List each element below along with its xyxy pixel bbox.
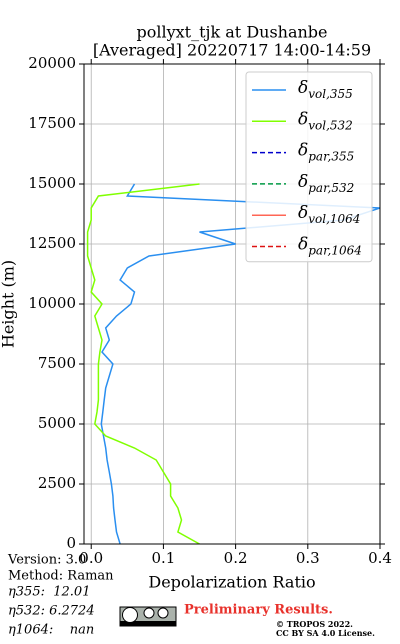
y-tick-label: 10000: [28, 294, 76, 312]
legend-label: δpar,1064: [298, 234, 362, 257]
y-tick-label: 20000: [28, 54, 76, 72]
info-text: η532: 6.2724: [8, 604, 95, 619]
chart-title: pollyxt_tjk at Dushanbe: [136, 23, 327, 42]
y-tick-label: 15000: [28, 174, 76, 192]
x-axis-label: Depolarization Ratio: [148, 573, 315, 592]
cc-logo: [119, 606, 177, 627]
legend-label: δvol,1064: [298, 203, 360, 226]
profile-line: [86, 183, 200, 544]
x-tick-label: 0.1: [151, 549, 175, 567]
x-tick-label: 0.0: [79, 549, 103, 567]
info-text: Version: 3.0: [7, 553, 86, 568]
x-tick-label: 0.2: [224, 549, 248, 567]
copyright: © TROPOS 2022.: [276, 619, 353, 629]
y-tick-label: 0: [66, 534, 76, 552]
x-tick-label: 0.3: [296, 549, 320, 567]
legend-label: δpar,532: [298, 171, 354, 194]
copyright: CC BY SA 4.0 License.: [276, 628, 375, 638]
y-tick-label: 5000: [38, 414, 76, 432]
legend-label: δvol,532: [298, 109, 353, 132]
y-tick-label: 17500: [28, 114, 76, 132]
profile-line: [100, 183, 380, 544]
plot-frame: [83, 63, 381, 545]
info-text: Method: Raman: [8, 569, 114, 584]
y-tick-label: 12500: [28, 234, 76, 252]
legend-label: δvol,355: [298, 78, 353, 101]
legend-label: δpar,355: [298, 140, 354, 163]
notice-text: Preliminary Results.: [184, 603, 333, 618]
y-tick-label: 7500: [38, 354, 76, 372]
chart-subtitle: [Averaged] 20220717 14:00-14:59: [93, 41, 371, 60]
y-axis-label: Height (m): [0, 260, 18, 348]
y-tick-label: 2500: [38, 474, 76, 492]
x-tick-label: 0.4: [368, 549, 392, 567]
info-text: η1064: nan: [8, 623, 94, 638]
info-text: η355: 12.01: [8, 585, 90, 600]
legend-box: [245, 71, 373, 263]
